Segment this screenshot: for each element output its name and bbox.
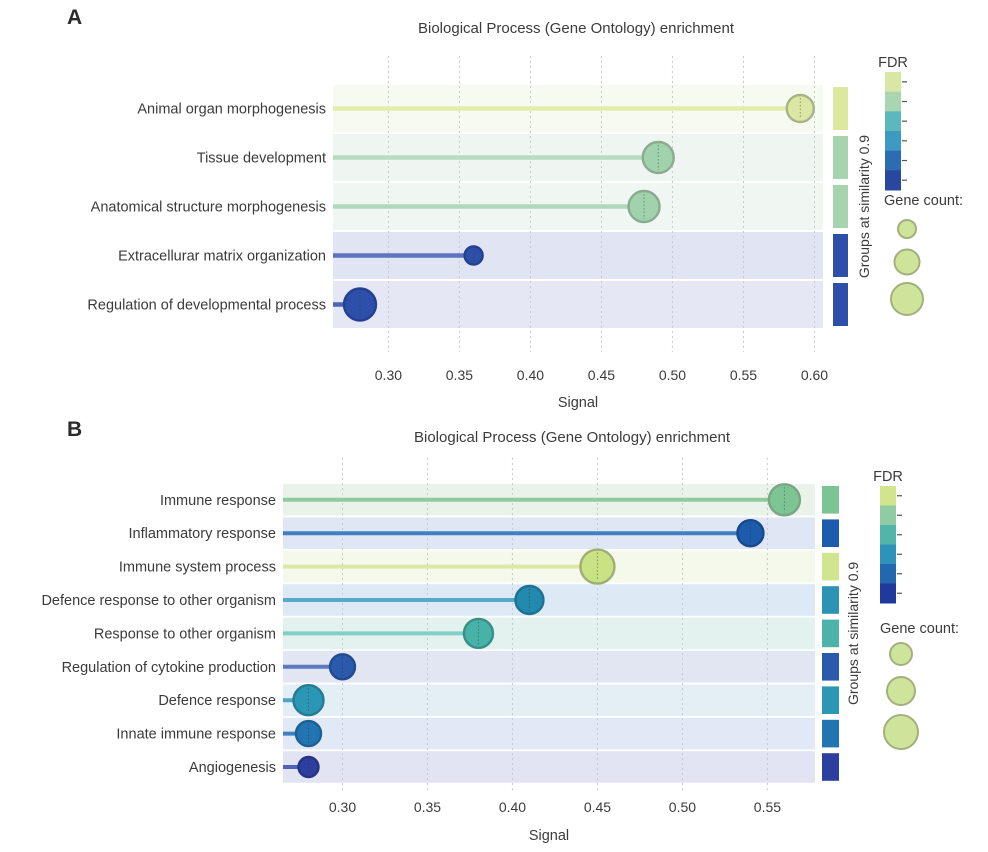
panel-b-chart: Biological Process (Gene Ontology) enric… <box>41 429 959 844</box>
panel-title: Biological Process (Gene Ontology) enric… <box>418 20 735 37</box>
category-label: Response to other organism <box>94 626 276 642</box>
lollipop-dot <box>641 140 675 175</box>
gene-count-circle <box>897 219 917 239</box>
category-label: Immune system process <box>119 560 276 576</box>
group-color-bar <box>833 283 848 326</box>
group-color-bar <box>833 234 848 277</box>
x-tick-label: 0.60 <box>801 367 828 383</box>
gene-count-title: Gene count: <box>880 621 959 637</box>
fdr-colorbar-segment <box>885 150 901 171</box>
category-label: Regulation of developmental process <box>87 298 326 314</box>
lollipop-dot <box>328 653 357 681</box>
group-color-bar <box>822 552 839 581</box>
fdr-colorbar-segment <box>880 583 896 604</box>
x-tick-label: 0.50 <box>669 799 696 815</box>
row-background <box>283 751 815 783</box>
group-color-bar <box>822 519 839 547</box>
category-label: Inflammatory response <box>129 526 276 542</box>
category-label: Extracellurar matrix organization <box>118 249 326 265</box>
panel-b-label: B <box>67 418 83 441</box>
x-tick-label: 0.40 <box>499 799 526 815</box>
x-axis-label: Signal <box>558 395 598 411</box>
panel-a-chart: Biological Process (Gene Ontology) enric… <box>87 20 963 411</box>
fdr-title: FDR <box>873 469 903 485</box>
category-label: Animal organ morphogenesis <box>137 102 326 118</box>
x-tick-label: 0.50 <box>659 367 686 383</box>
panel-a-label: A <box>67 6 83 29</box>
row-background <box>283 651 815 683</box>
group-color-bar <box>822 486 839 514</box>
x-tick-label: 0.45 <box>588 367 615 383</box>
fdr-colorbar-segment <box>885 91 901 112</box>
lollipop-dot <box>342 287 378 322</box>
x-tick-label: 0.30 <box>329 799 356 815</box>
x-tick-label: 0.40 <box>517 367 544 383</box>
group-color-bar <box>822 719 839 748</box>
category-label: Innate immune response <box>116 727 276 743</box>
category-label: Defence response <box>158 693 276 709</box>
x-tick-label: 0.35 <box>414 799 441 815</box>
group-color-bar <box>822 619 839 648</box>
row-background <box>283 684 815 716</box>
gene-count-circle <box>893 248 921 276</box>
fdr-colorbar-segment <box>880 505 896 526</box>
x-tick-label: 0.55 <box>730 367 757 383</box>
category-label: Immune response <box>160 493 276 509</box>
x-axis-label: Signal <box>529 828 569 844</box>
fdr-colorbar-segment <box>885 131 901 152</box>
gene-count-title: Gene count: <box>884 193 963 209</box>
groups-axis-label: Groups at similarity 0.9 <box>845 562 861 705</box>
lollipop-dot <box>514 584 545 616</box>
lollipop-dot <box>463 245 484 266</box>
row-background <box>283 717 815 750</box>
category-label: Anatomical structure morphogenesis <box>91 200 326 216</box>
fdr-colorbar-segment <box>880 525 896 545</box>
category-label: Tissue development <box>197 151 326 167</box>
gene-count-circle <box>883 714 919 750</box>
x-tick-label: 0.35 <box>446 367 473 383</box>
category-label: Regulation of cytokine production <box>62 660 276 676</box>
fdr-colorbar-segment <box>880 486 896 506</box>
lollipop-dot <box>785 93 815 124</box>
group-color-bar <box>833 185 848 228</box>
fdr-colorbar-segment <box>885 72 901 93</box>
group-color-bar <box>822 586 839 614</box>
fdr-colorbar-segment <box>880 544 896 565</box>
lollipop-dot <box>627 189 661 224</box>
panel-title: Biological Process (Gene Ontology) enric… <box>414 429 731 446</box>
groups-axis-label: Groups at similarity 0.9 <box>856 135 872 278</box>
gene-count-circle <box>889 642 913 666</box>
lollipop-dot <box>294 719 323 748</box>
fdr-colorbar-segment <box>880 564 896 584</box>
group-color-bar <box>833 87 848 130</box>
group-color-bar <box>822 686 839 714</box>
fdr-colorbar-segment <box>885 111 901 132</box>
lollipop-dot <box>736 518 765 548</box>
lollipop-dot <box>462 617 495 650</box>
group-color-bar <box>833 136 848 179</box>
category-label: Defence response to other organism <box>41 593 276 609</box>
group-color-bar <box>822 753 839 781</box>
fdr-colorbar-segment <box>885 170 901 191</box>
fdr-title: FDR <box>878 55 908 71</box>
lollipop-dot <box>767 483 802 517</box>
x-tick-label: 0.30 <box>375 367 402 383</box>
lollipop-dot <box>292 684 325 717</box>
row-background <box>333 281 823 328</box>
group-color-bar <box>822 653 839 681</box>
x-tick-label: 0.45 <box>584 799 611 815</box>
gene-count-circle <box>890 282 924 316</box>
lollipop-dot <box>579 548 616 585</box>
category-label: Angiogenesis <box>189 760 276 776</box>
gene-count-circle <box>886 676 916 706</box>
lollipop-dot <box>297 755 320 779</box>
x-tick-label: 0.55 <box>754 799 781 815</box>
